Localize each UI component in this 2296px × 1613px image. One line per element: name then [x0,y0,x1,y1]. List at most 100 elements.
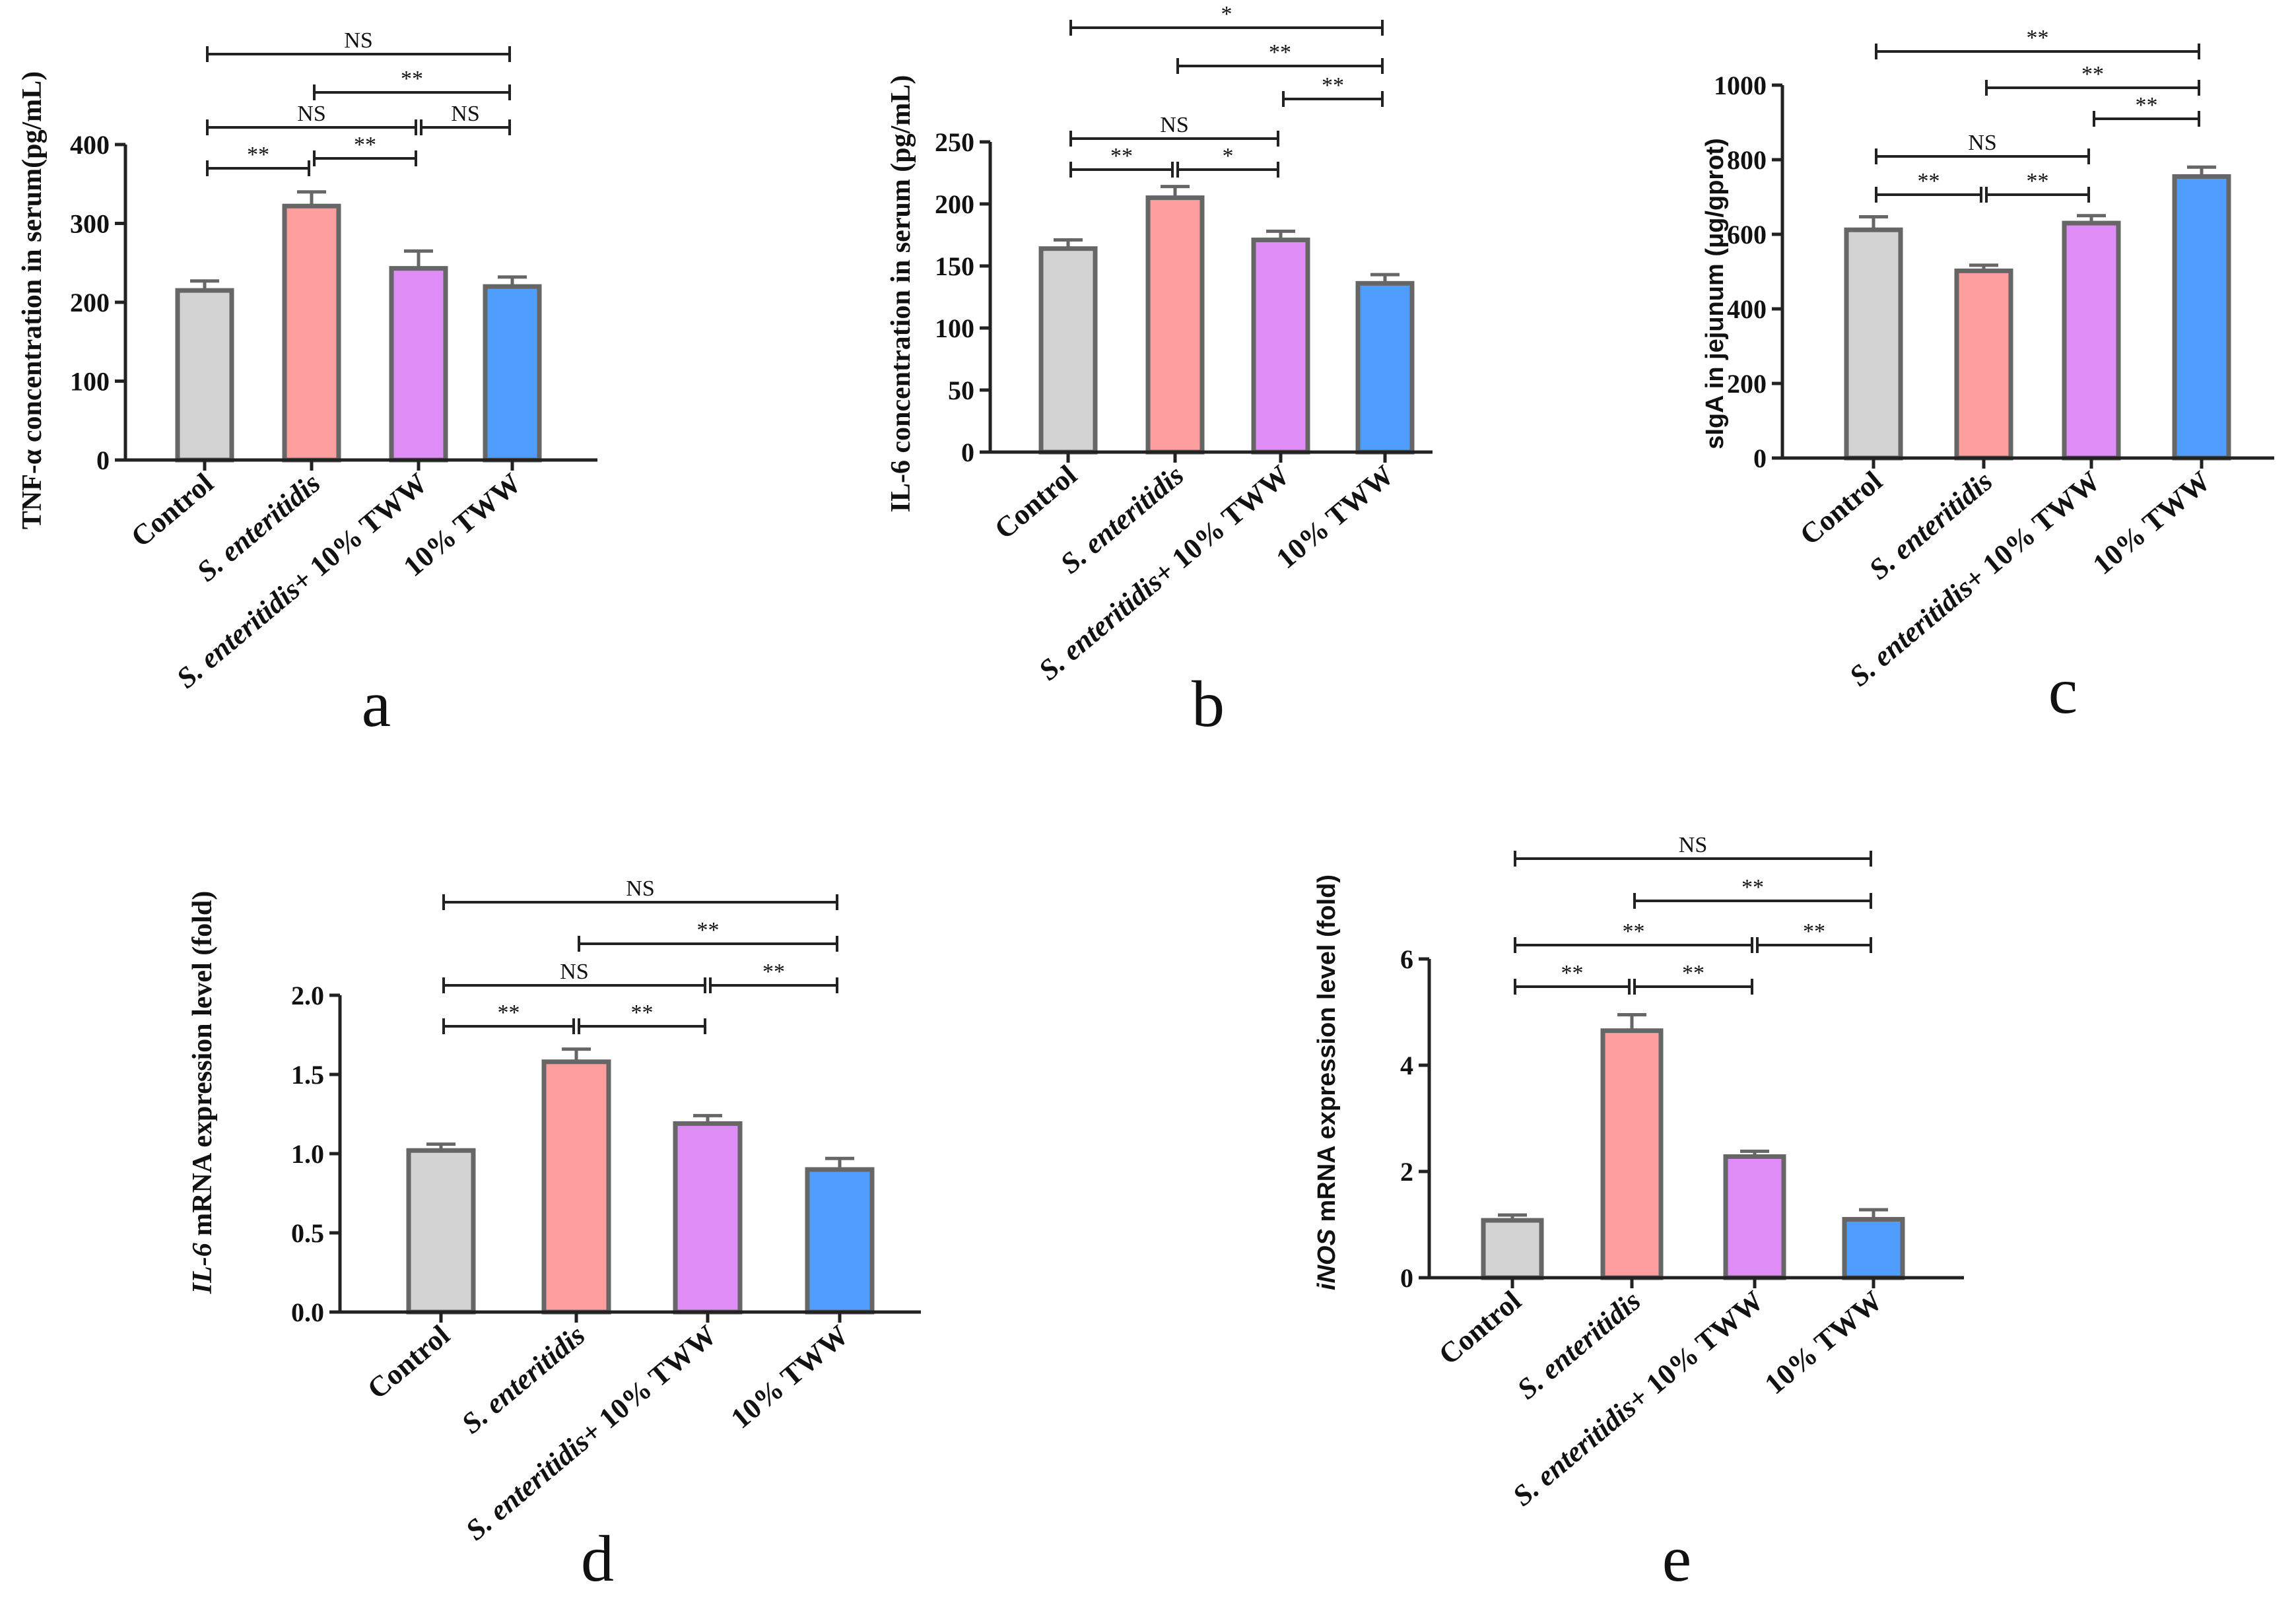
significance-label-b-4: ** [1322,73,1344,98]
significance-label-b-5: ** [1269,40,1291,65]
bar-b-2 [1145,195,1205,455]
significance-bracket-a-3: NS [206,102,417,135]
significance-label-e-6: NS [1679,833,1707,857]
error-bar-c-2 [1969,263,1998,271]
y-tick-label-c-1: 200 [1727,369,1767,399]
error-bar-a-3 [404,249,433,269]
y-axis-label-e: iNOS mRNA expression level (fold) [1313,874,1341,1290]
significance-bracket-d-4: ** [709,960,838,993]
significance-label-d-4: ** [762,960,785,984]
error-bar-e-4 [1859,1208,1888,1220]
y-tick-label-b-0: 0 [961,438,974,467]
panel-letter-b: b [1192,667,1225,741]
significance-label-d-2: ** [631,1001,654,1025]
significance-label-a-1: ** [247,143,269,167]
bar-d-3 [673,1121,743,1315]
significance-bracket-c-2: ** [1985,169,2090,203]
y-axis-label-c: sIgA in jejunum (μg/gprot) [1701,138,1729,449]
bar-e-2 [1600,1028,1664,1280]
significance-bracket-a-5: ** [313,67,511,100]
error-bar-d-1 [426,1142,456,1151]
bar-b-3 [1251,238,1310,455]
significance-bracket-e-2: ** [1633,961,1753,995]
y-tick-label-e-3: 6 [1400,944,1413,974]
error-bar-d-4 [825,1156,854,1169]
error-bar-a-1 [190,279,219,291]
y-axis-label-d: IL-6 mRNA expression level (fold) [187,891,218,1295]
significance-label-b-2: * [1223,144,1234,168]
y-tick-label-d-4: 2.0 [291,981,324,1010]
bar-b-4 [1355,280,1415,455]
significance-label-b-6: * [1221,2,1232,26]
y-tick-label-e-2: 4 [1400,1051,1413,1080]
y-tick-label-d-1: 0.5 [291,1218,324,1248]
y-tick-label-a-1: 100 [70,367,110,397]
significance-label-a-6: NS [344,28,372,53]
error-bar-a-2 [297,190,326,207]
y-tick-label-c-3: 600 [1727,220,1767,249]
significance-label-c-2: ** [2027,169,2049,193]
bar-a-4 [483,284,542,463]
significance-bracket-b-6: * [1069,2,1384,36]
error-bar-b-1 [1054,238,1083,249]
bar-c-2 [1954,268,2013,461]
y-tick-label-d-0: 0.0 [291,1298,324,1327]
y-tick-label-b-5: 250 [935,127,974,157]
error-bar-a-4 [498,275,527,287]
error-bar-b-3 [1266,229,1295,240]
significance-bracket-c-4: ** [2093,93,2200,127]
significance-label-e-5: ** [1741,875,1764,900]
significance-label-c-6: ** [2027,26,2049,50]
significance-label-e-3: ** [1623,919,1645,944]
bar-c-1 [1844,227,1903,461]
bar-d-2 [541,1059,611,1315]
significance-bracket-b-2: * [1176,144,1279,178]
y-tick-label-b-4: 200 [935,189,974,219]
error-bar-c-1 [1859,214,1888,230]
error-bar-b-4 [1370,273,1400,284]
significance-bracket-d-5: ** [578,918,838,952]
y-tick-label-d-2: 1.0 [291,1139,324,1169]
error-bar-c-4 [2187,165,2216,177]
bar-d-1 [406,1148,476,1315]
panel-letter-c: c [2048,654,2077,727]
y-tick-label-c-0: 0 [1753,444,1767,473]
y-tick-label-a-3: 300 [70,209,110,239]
significance-bracket-d-6: NS [442,876,838,910]
y-tick-label-a-2: 200 [70,288,110,317]
panel-letter-a: a [362,667,391,741]
error-bar-c-3 [2077,214,2106,224]
bar-b-1 [1038,246,1098,455]
bar-a-1 [175,288,234,463]
bar-e-3 [1723,1154,1786,1280]
significance-bracket-b-1: ** [1069,144,1174,178]
y-tick-label-e-1: 2 [1400,1157,1413,1187]
error-bar-e-1 [1498,1213,1527,1221]
significance-bracket-a-1: ** [206,143,310,176]
bar-e-4 [1842,1216,1905,1280]
significance-label-c-5: ** [2081,62,2104,86]
bar-c-4 [2172,174,2231,461]
significance-bracket-d-3: NS [442,960,706,993]
significance-bracket-a-4: NS [420,102,511,135]
significance-bracket-d-2: ** [578,1001,706,1034]
significance-label-d-6: NS [626,876,654,901]
error-bar-d-3 [693,1113,722,1124]
y-tick-label-a-4: 400 [70,130,110,160]
significance-label-d-1: ** [498,1001,520,1025]
significance-bracket-b-5: ** [1176,40,1384,74]
bar-d-4 [805,1167,875,1315]
significance-bracket-c-6: ** [1875,26,2200,59]
y-tick-label-c-4: 800 [1727,145,1767,175]
significance-bracket-e-4: ** [1756,919,1872,953]
significance-bracket-a-6: NS [206,28,511,62]
significance-label-a-5: ** [401,67,423,91]
panel-letter-e: e [1662,1522,1691,1595]
significance-bracket-d-1: ** [442,1001,575,1034]
significance-label-e-1: ** [1561,961,1584,985]
significance-label-c-1: ** [1918,169,1940,193]
bar-a-3 [389,266,448,463]
significance-label-a-4: NS [451,102,479,126]
panel-letter-d: d [581,1522,614,1595]
